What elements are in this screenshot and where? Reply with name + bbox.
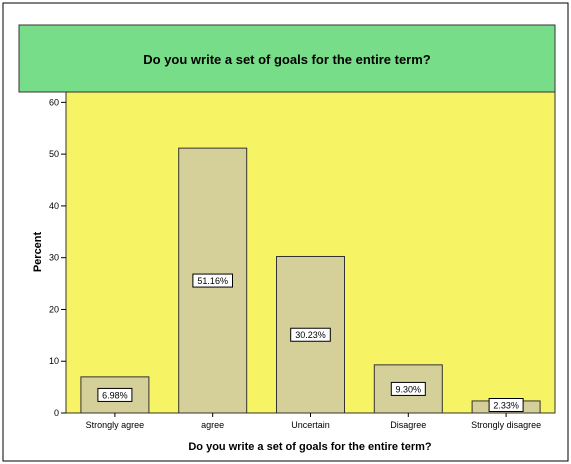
x-axis-label: Do you write a set of goals for the enti… — [188, 441, 432, 453]
data-label-box — [97, 387, 133, 402]
x-tick-label: Strongly disagree — [471, 420, 541, 430]
data-label-box — [192, 273, 233, 288]
data-labels: 6.98% 51.16% 30.23% 9.30% 2.33% — [97, 273, 524, 412]
y-axis: 0 10 20 30 40 50 60 — [49, 97, 66, 418]
chart-title: Do you write a set of goals for the enti… — [143, 52, 431, 67]
x-tick-label: Disagree — [390, 420, 426, 430]
data-label: 2.33% — [493, 401, 519, 411]
y-axis-label: Percent — [32, 231, 44, 272]
x-tick-label: Uncertain — [291, 420, 330, 430]
title-band — [18, 24, 556, 93]
y-tick-label: 30 — [49, 253, 59, 263]
data-label-box — [488, 398, 524, 412]
y-tick-label: 60 — [49, 97, 59, 107]
y-tick-label: 40 — [49, 201, 59, 211]
data-label-box — [290, 327, 331, 342]
data-label-box — [390, 381, 426, 396]
x-tick-label: Strongly agree — [86, 420, 145, 430]
data-label: 30.23% — [295, 330, 326, 340]
y-tick-label: 20 — [49, 304, 59, 314]
y-tick-label: 0 — [54, 408, 59, 418]
x-tick-label: agree — [201, 420, 224, 430]
data-label: 6.98% — [102, 390, 128, 400]
y-tick-label: 10 — [49, 356, 59, 366]
y-tick-label: 50 — [49, 149, 59, 159]
data-label: 9.30% — [396, 384, 422, 394]
x-tick-labels: Strongly agree agree Uncertain Disagree Stro… — [86, 413, 541, 430]
plot-area — [65, 91, 556, 414]
data-label: 51.16% — [197, 276, 228, 286]
